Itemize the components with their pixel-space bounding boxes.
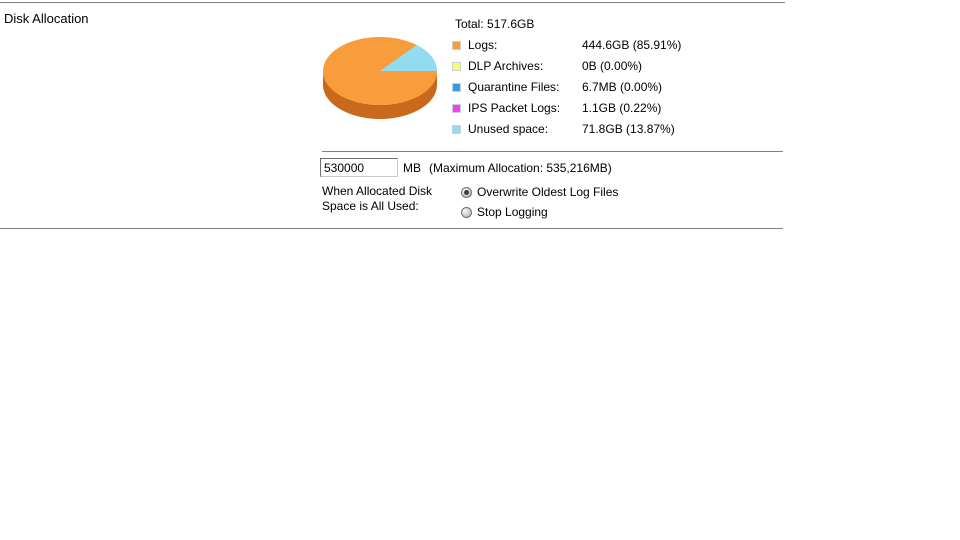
option-overwrite-oldest[interactable]: Overwrite Oldest Log Files bbox=[461, 182, 618, 202]
overwrite-oldest-radio[interactable] bbox=[461, 186, 472, 198]
legend-label: Quarantine Files: bbox=[468, 80, 560, 94]
legend-value: 444.6GB (85.91%) bbox=[582, 38, 682, 52]
legend-value: 71.8GB (13.87%) bbox=[582, 122, 675, 136]
radio-label: Overwrite Oldest Log Files bbox=[477, 185, 619, 199]
legend-label: DLP Archives: bbox=[468, 59, 544, 73]
quarantine-files-swatch-icon bbox=[452, 82, 461, 92]
unused-space-swatch-icon bbox=[452, 124, 461, 134]
legend-row-unused-space: Unused space: 71.8GB (13.87%) bbox=[452, 119, 681, 139]
stop-logging-radio[interactable] bbox=[461, 206, 472, 218]
legend-row-quarantine-files: Quarantine Files: 6.7MB (0.00%) bbox=[452, 77, 681, 97]
legend-value: 0B (0.00%) bbox=[582, 59, 643, 73]
when-full-options: Overwrite Oldest Log Files Stop Logging bbox=[461, 182, 618, 222]
ips-packet-logs-swatch-icon bbox=[452, 103, 461, 113]
top-divider bbox=[0, 2, 785, 3]
legend-value: 6.7MB (0.00%) bbox=[582, 80, 663, 94]
when-full-label-line1: When Allocated Disk bbox=[322, 184, 433, 198]
option-stop-logging[interactable]: Stop Logging bbox=[461, 202, 618, 222]
legend-row-logs: Logs: 444.6GB (85.91%) bbox=[452, 35, 681, 55]
page-title: Disk Allocation bbox=[4, 11, 89, 26]
logs-swatch-icon bbox=[452, 40, 461, 50]
legend-row-dlp-archives: DLP Archives: 0B (0.00%) bbox=[452, 56, 681, 76]
mb-unit-label: MB bbox=[403, 161, 421, 175]
allocation-size-input[interactable] bbox=[320, 158, 398, 177]
when-full-label: When Allocated Disk Space is All Used: bbox=[322, 184, 432, 214]
pie-legend: Total: 517.6GB Logs: 444.6GB (85.91%) DL… bbox=[452, 14, 681, 140]
legend-row-ips-packet-logs: IPS Packet Logs: 1.1GB (0.22%) bbox=[452, 98, 681, 118]
middle-divider bbox=[322, 151, 783, 152]
legend-label: Logs: bbox=[468, 38, 498, 52]
max-allocation-note: (Maximum Allocation: 535,216MB) bbox=[429, 161, 612, 175]
pie-chart-svg bbox=[323, 37, 437, 119]
when-full-label-line2: Space is All Used: bbox=[322, 199, 419, 213]
disk-usage-pie-chart bbox=[320, 32, 440, 124]
legend-value: 1.1GB (0.22%) bbox=[582, 101, 662, 115]
legend-label: IPS Packet Logs: bbox=[468, 101, 561, 115]
dlp-archives-swatch-icon bbox=[452, 61, 461, 71]
radio-label: Stop Logging bbox=[477, 205, 548, 219]
bottom-divider bbox=[0, 228, 783, 229]
legend-total: Total: 517.6GB bbox=[455, 17, 535, 31]
legend-label: Unused space: bbox=[468, 122, 549, 136]
